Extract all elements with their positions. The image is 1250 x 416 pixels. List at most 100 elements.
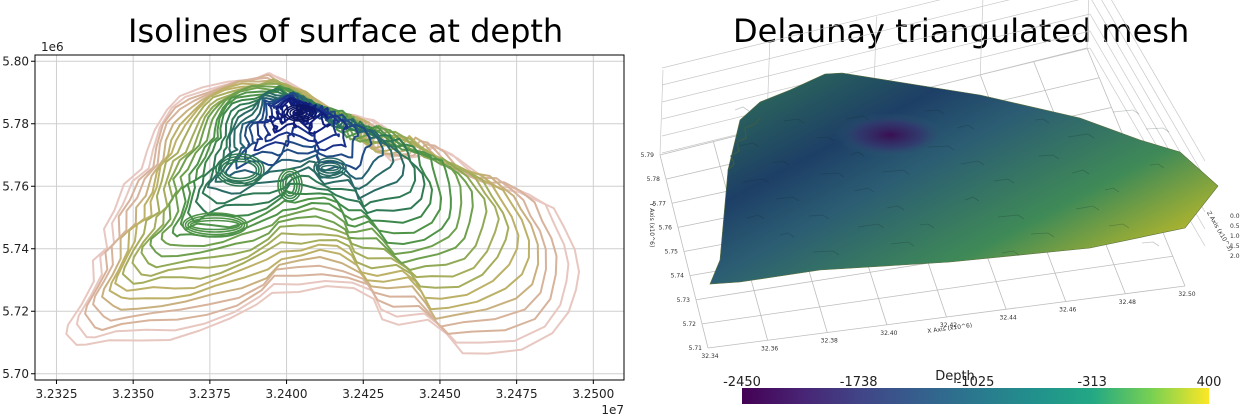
mesh-x-tick-label: 32.44 <box>1000 314 1017 321</box>
isoline <box>282 173 298 197</box>
mesh-ridge <box>923 109 945 115</box>
isoline <box>224 92 384 180</box>
isoline <box>284 175 296 195</box>
mesh-ridge <box>771 160 790 166</box>
mesh-ridge <box>960 160 985 166</box>
isoline <box>279 170 301 200</box>
mesh-deep-region <box>835 113 945 157</box>
mesh-grid-line <box>661 13 1091 120</box>
mesh-grid-line <box>659 69 664 156</box>
mesh-ridge <box>993 178 1015 184</box>
isoline <box>292 108 308 118</box>
mesh-x-tick-label: 32.48 <box>1119 299 1136 306</box>
y-tick-label: 5.76 <box>2 179 29 193</box>
isoline <box>318 162 342 174</box>
isoline <box>184 214 246 236</box>
mesh-ridge <box>927 145 955 151</box>
isoline <box>140 82 488 271</box>
isoline <box>222 160 258 180</box>
x-tick-label: 3.2375 <box>189 387 231 401</box>
x-tick-label: 3.2350 <box>112 387 154 401</box>
mesh-z-tick-label: 1.0 <box>1230 233 1240 240</box>
mesh-ridge <box>849 151 865 157</box>
mesh-y-axis-label: Y Axis (x10^6) <box>648 202 655 248</box>
mesh-x-tick-label: 32.34 <box>701 353 718 360</box>
isoline <box>277 168 303 202</box>
mesh-ridge <box>779 232 795 238</box>
mesh-ridge <box>775 196 800 202</box>
x-tick-label: 3.2475 <box>496 387 538 401</box>
y-tick-label: 5.70 <box>2 367 29 381</box>
isoline <box>187 217 243 233</box>
mesh-y-tick-label: 5.72 <box>683 321 697 328</box>
mesh-ridge <box>1108 223 1130 229</box>
mesh-ridge <box>1001 250 1020 256</box>
mesh-ridge <box>1104 187 1120 193</box>
mesh-ridge <box>956 124 975 130</box>
isoline <box>217 155 263 185</box>
colorbar <box>742 388 1209 404</box>
mesh-ridge <box>857 223 885 229</box>
mesh-grid-line <box>979 0 984 75</box>
mesh-y-tick-label: 5.78 <box>647 176 661 183</box>
mesh-y-tick-label: 5.73 <box>677 297 691 304</box>
mesh-grid-line <box>661 0 1010 86</box>
mesh-x-tick-label: 32.42 <box>940 322 957 329</box>
mesh-ridge <box>890 241 915 247</box>
colorbar-tick-label: -2450 <box>723 375 761 390</box>
isoline <box>295 110 305 116</box>
colorbar-tick-label: -1738 <box>840 375 878 390</box>
x-tick-label: 3.2450 <box>419 387 461 401</box>
mesh-y-tick-label: 5.77 <box>653 200 667 207</box>
mesh-ridge <box>845 115 870 121</box>
mesh-ridge <box>738 142 760 148</box>
x-tick-label: 3.2425 <box>342 387 384 401</box>
mesh-ridge <box>882 169 910 175</box>
isoline <box>214 92 395 190</box>
mesh-ridge <box>1067 133 1095 139</box>
mesh-ridge <box>816 136 835 142</box>
mesh-ridge <box>746 214 765 220</box>
mesh-ridge <box>1149 163 1165 169</box>
mesh-ridge <box>853 187 875 193</box>
mesh-ridge <box>1034 118 1050 124</box>
mesh-x-tick-label: 32.36 <box>761 345 778 352</box>
mesh-ridge <box>1112 109 1140 115</box>
mesh-ridge <box>919 223 935 229</box>
mesh-ridge <box>964 196 980 202</box>
isoline <box>283 104 317 122</box>
mesh-ridge <box>1075 205 1100 211</box>
mesh-y-tick-label: 5.71 <box>689 345 703 352</box>
mesh-grid-line <box>1086 0 1090 49</box>
mesh-ridge <box>812 250 840 256</box>
mesh-z-tick-label: 0.0 <box>1230 213 1240 220</box>
mesh-plot: 32.34 32.36 32.38 32.40 32.42 32.44 32.46 32.48… <box>641 0 1240 404</box>
mesh-y-tick-label: 5.74 <box>671 273 685 280</box>
mesh-ridge <box>1141 241 1160 247</box>
mesh-x-tick-label: 32.40 <box>880 330 897 337</box>
x-offset-label: 1e7 <box>601 403 624 416</box>
isoline <box>320 164 340 172</box>
mesh-y-tick-label: 5.79 <box>641 152 655 159</box>
mesh-z-tick-label: 1.5 <box>1230 243 1240 250</box>
y-tick-label: 5.78 <box>2 117 29 131</box>
y-offset-label: 1e6 <box>41 40 64 54</box>
mesh-grid-line <box>661 0 941 69</box>
mesh-ridge <box>997 214 1025 220</box>
isoline <box>189 219 241 231</box>
isoline <box>220 158 260 182</box>
mesh-grid-line <box>661 0 1080 103</box>
mesh-z-tick-label: 0.5 <box>1230 223 1240 230</box>
colorbar-tick-label: -1025 <box>957 375 995 390</box>
colorbar-tick-label: -313 <box>1077 375 1107 390</box>
mesh-surface <box>709 72 1219 285</box>
mesh-x-tick-label: 32.38 <box>821 338 838 345</box>
x-tick-label: 3.2500 <box>572 387 614 401</box>
x-tick-label: 3.2325 <box>35 387 77 401</box>
mesh-y-tick-label: 5.76 <box>659 224 673 231</box>
y-tick-label: 5.80 <box>2 54 29 68</box>
y-tick-label: 5.74 <box>2 242 29 256</box>
mesh-x-tick-label: 32.46 <box>1059 307 1076 314</box>
plot-frame <box>34 54 625 381</box>
mesh-ridge <box>886 205 905 211</box>
